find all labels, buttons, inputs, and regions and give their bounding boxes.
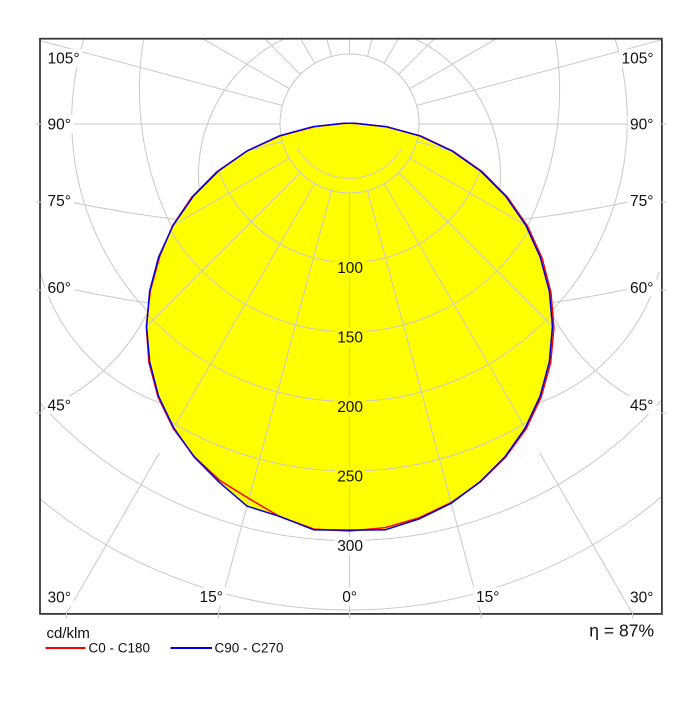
svg-text:45°: 45°: [630, 398, 653, 415]
svg-text:100: 100: [337, 260, 363, 277]
svg-text:45°: 45°: [48, 398, 71, 415]
svg-text:60°: 60°: [48, 280, 71, 297]
svg-text:60°: 60°: [630, 280, 653, 297]
svg-text:C90 - C270: C90 - C270: [215, 641, 284, 656]
svg-text:300: 300: [337, 538, 363, 555]
svg-text:30°: 30°: [630, 590, 653, 607]
svg-text:30°: 30°: [48, 590, 71, 607]
svg-text:105°: 105°: [48, 51, 80, 68]
svg-text:C0 - C180: C0 - C180: [89, 641, 151, 656]
svg-text:η = 87%: η = 87%: [589, 621, 654, 641]
svg-text:90°: 90°: [630, 117, 653, 134]
svg-text:90°: 90°: [48, 117, 71, 134]
svg-text:75°: 75°: [630, 193, 653, 210]
svg-text:15°: 15°: [200, 589, 223, 606]
svg-text:15°: 15°: [476, 589, 499, 606]
svg-text:105°: 105°: [622, 51, 654, 68]
svg-text:cd/klm: cd/klm: [47, 625, 90, 642]
svg-text:75°: 75°: [48, 193, 71, 210]
svg-text:250: 250: [337, 469, 363, 486]
svg-text:200: 200: [337, 399, 363, 416]
svg-text:150: 150: [337, 330, 363, 347]
svg-text:0°: 0°: [342, 589, 357, 606]
